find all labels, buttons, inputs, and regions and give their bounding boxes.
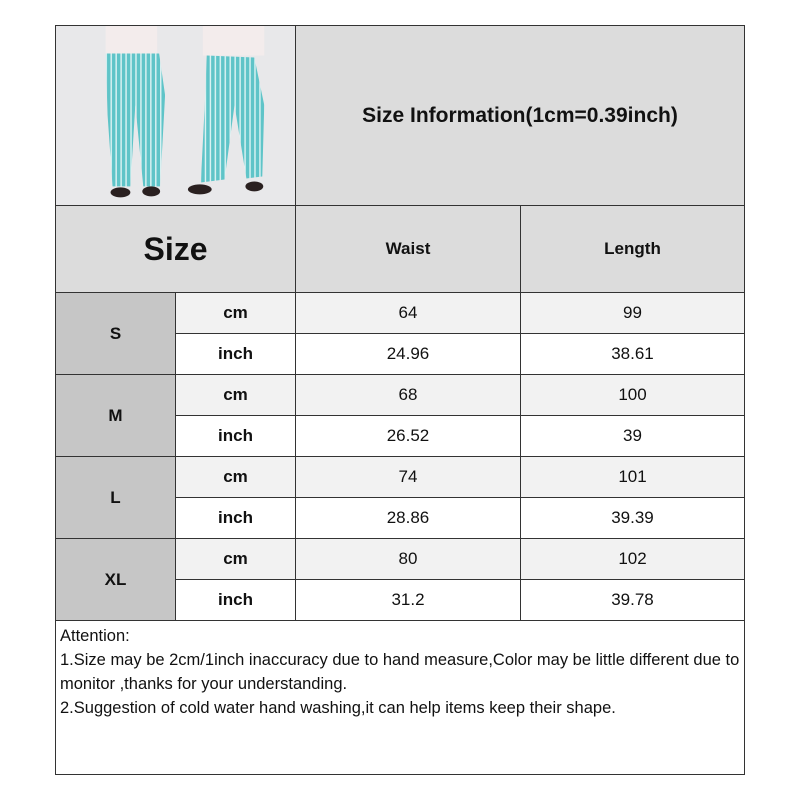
size-info-title: Size Information(1cm=0.39inch) (295, 25, 745, 206)
unit-cm: cm (175, 292, 296, 334)
length-inch: 39 (520, 415, 745, 457)
length-cm: 100 (520, 374, 745, 416)
length-inch: 38.61 (520, 333, 745, 375)
waist-cm: 74 (295, 456, 521, 498)
attention-line-2: 2.Suggestion of cold water hand washing,… (60, 699, 616, 717)
waist-inch: 28.86 (295, 497, 521, 539)
waist-inch: 24.96 (295, 333, 521, 375)
length-cm: 101 (520, 456, 745, 498)
length-header: Length (520, 205, 745, 293)
waist-inch: 26.52 (295, 415, 521, 457)
unit-inch: inch (175, 415, 296, 457)
unit-inch: inch (175, 497, 296, 539)
waist-header: Waist (295, 205, 521, 293)
unit-cm: cm (175, 374, 296, 416)
size-label: M (55, 374, 176, 457)
length-inch: 39.39 (520, 497, 745, 539)
attention-heading: Attention: (60, 627, 130, 645)
unit-cm: cm (175, 538, 296, 580)
unit-inch: inch (175, 579, 296, 621)
waist-cm: 68 (295, 374, 521, 416)
waist-inch: 31.2 (295, 579, 521, 621)
attention-line-1: 1.Size may be 2cm/1inch inaccuracy due t… (60, 651, 740, 693)
length-cm: 102 (520, 538, 745, 580)
unit-inch: inch (175, 333, 296, 375)
length-cm: 99 (520, 292, 745, 334)
striped-pants-image (56, 26, 295, 205)
unit-cm: cm (175, 456, 296, 498)
length-inch: 39.78 (520, 579, 745, 621)
size-label: L (55, 456, 176, 539)
waist-cm: 80 (295, 538, 521, 580)
attention-note: Attention: 1.Size may be 2cm/1inch inacc… (55, 620, 745, 775)
waist-cm: 64 (295, 292, 521, 334)
size-label: S (55, 292, 176, 375)
size-header: Size (55, 205, 296, 293)
size-label: XL (55, 538, 176, 621)
product-image (55, 25, 296, 206)
